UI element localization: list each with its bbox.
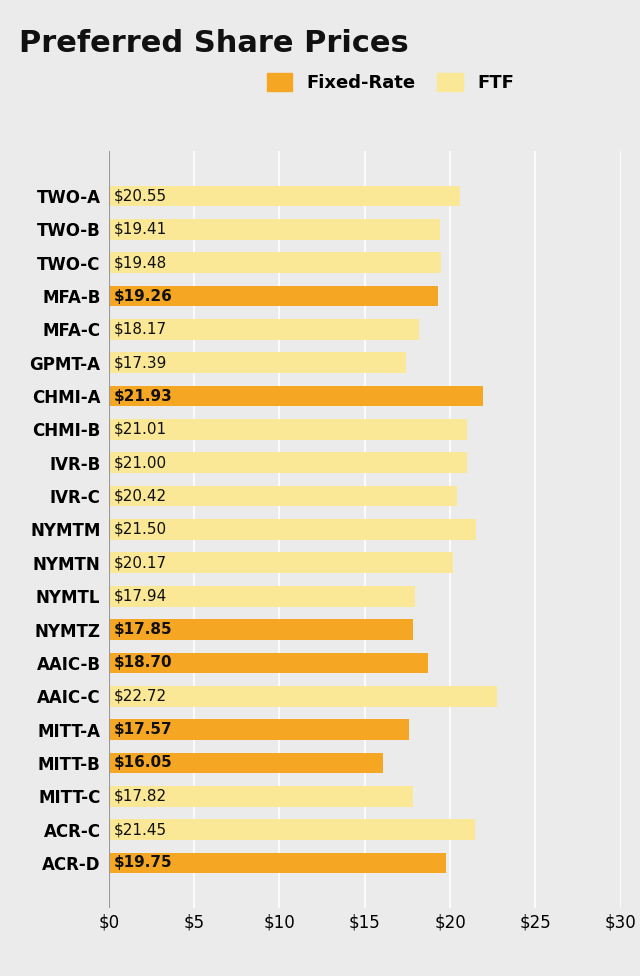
Bar bbox=[109, 552, 453, 573]
Bar bbox=[109, 686, 497, 707]
Text: Preferred Share Prices: Preferred Share Prices bbox=[19, 29, 409, 59]
Text: $19.75: $19.75 bbox=[114, 855, 173, 871]
Bar bbox=[109, 519, 476, 540]
Text: $17.57: $17.57 bbox=[114, 722, 173, 737]
Bar bbox=[109, 352, 406, 373]
Bar bbox=[109, 719, 409, 740]
Bar bbox=[109, 386, 483, 406]
Text: $21.50: $21.50 bbox=[114, 522, 167, 537]
Text: $22.72: $22.72 bbox=[114, 689, 167, 704]
Bar bbox=[109, 653, 428, 673]
Text: $20.55: $20.55 bbox=[114, 188, 167, 204]
Text: $21.00: $21.00 bbox=[114, 455, 167, 470]
Bar bbox=[109, 253, 441, 273]
Bar bbox=[109, 419, 467, 440]
Text: $21.93: $21.93 bbox=[114, 388, 173, 404]
Text: $21.01: $21.01 bbox=[114, 422, 167, 437]
Bar bbox=[109, 286, 438, 306]
Bar bbox=[109, 619, 413, 640]
Text: $20.17: $20.17 bbox=[114, 555, 167, 570]
Text: $19.41: $19.41 bbox=[114, 222, 167, 237]
Bar bbox=[109, 752, 383, 773]
Bar bbox=[109, 185, 460, 206]
Text: $17.82: $17.82 bbox=[114, 789, 167, 804]
Bar bbox=[109, 453, 467, 473]
Bar bbox=[109, 586, 415, 606]
Text: $17.39: $17.39 bbox=[114, 355, 167, 370]
Text: $21.45: $21.45 bbox=[114, 822, 167, 837]
Bar bbox=[109, 853, 446, 874]
Bar bbox=[109, 819, 475, 840]
Bar bbox=[109, 786, 413, 806]
Text: $19.48: $19.48 bbox=[114, 255, 167, 270]
Text: $18.17: $18.17 bbox=[114, 322, 167, 337]
Legend: Fixed-Rate, FTF: Fixed-Rate, FTF bbox=[267, 73, 514, 92]
Bar bbox=[109, 219, 440, 240]
Text: $18.70: $18.70 bbox=[114, 655, 173, 671]
Text: $16.05: $16.05 bbox=[114, 755, 173, 770]
Text: $17.94: $17.94 bbox=[114, 589, 167, 604]
Text: $17.85: $17.85 bbox=[114, 622, 173, 637]
Bar bbox=[109, 486, 458, 507]
Text: $20.42: $20.42 bbox=[114, 489, 167, 504]
Text: $19.26: $19.26 bbox=[114, 289, 173, 304]
Bar bbox=[109, 319, 419, 340]
